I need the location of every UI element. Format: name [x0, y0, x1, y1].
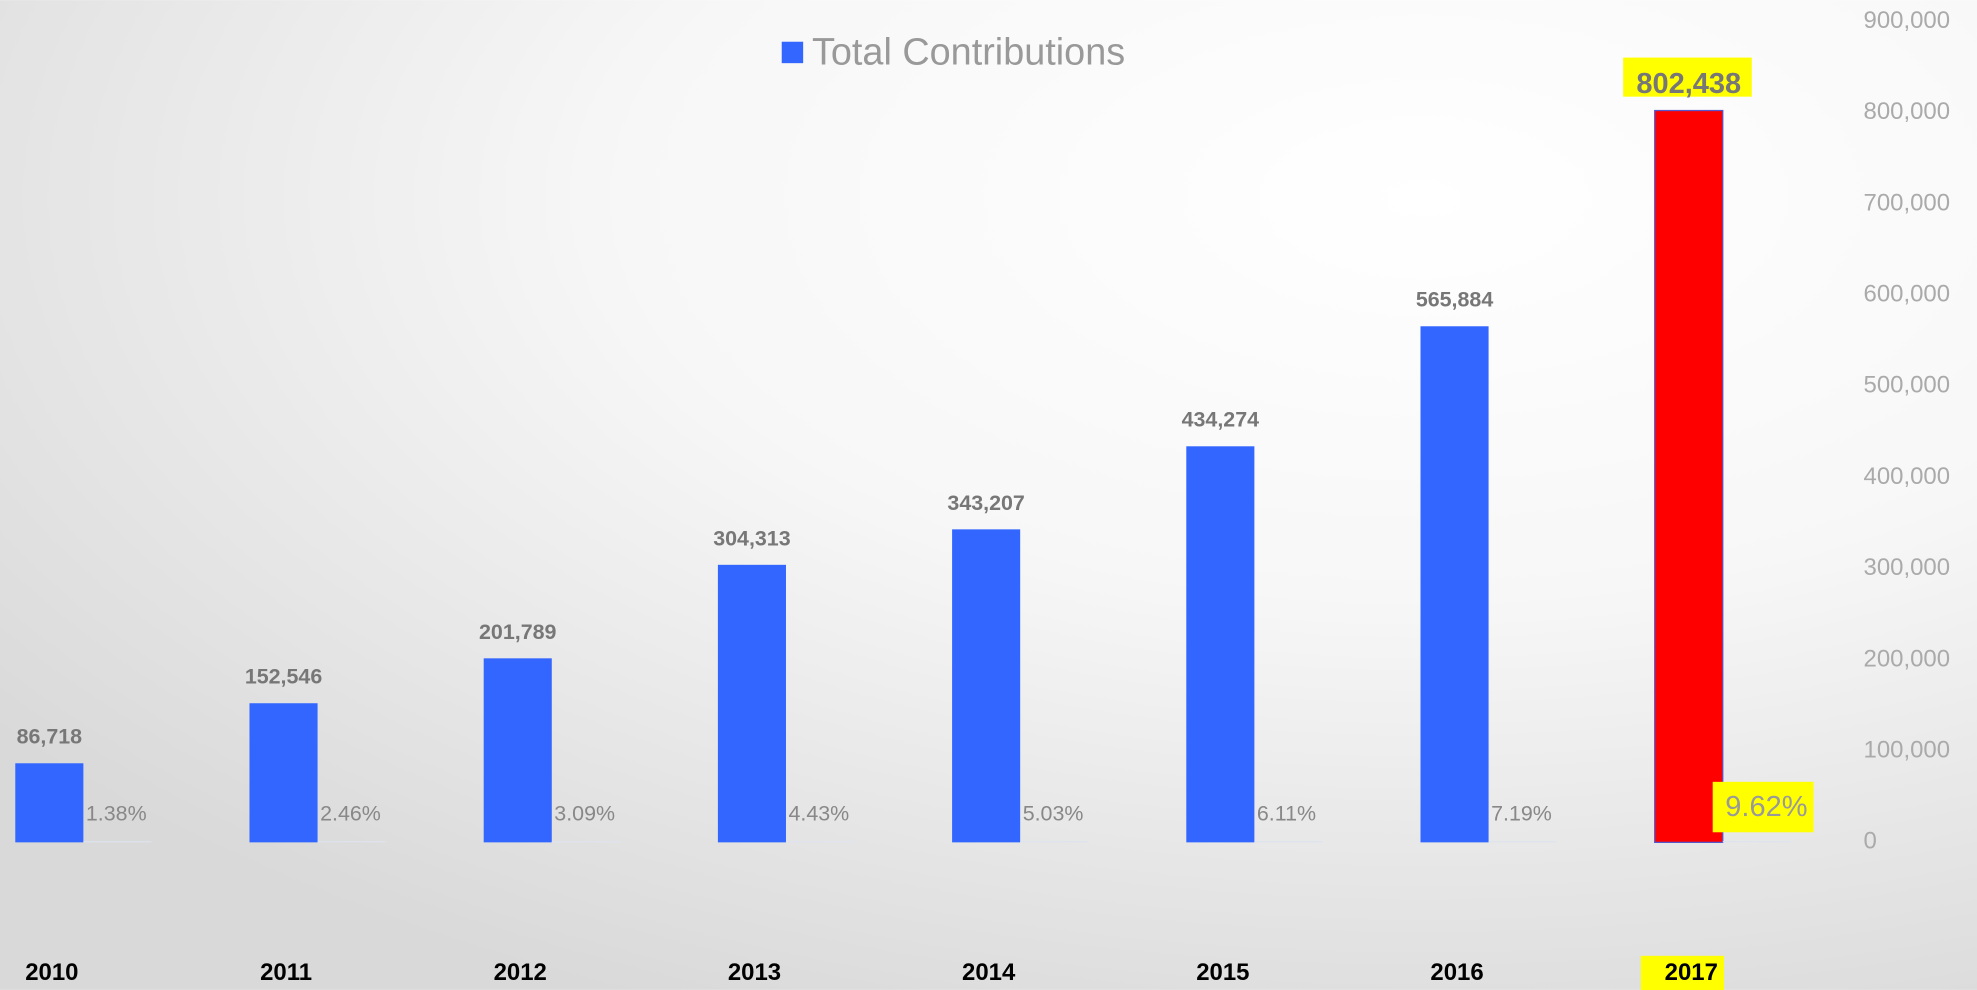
y-tick-label: 700,000	[1864, 189, 1951, 216]
share-label: 1.38%	[86, 801, 147, 825]
x-tick-label: 2015	[1196, 959, 1249, 986]
y-tick-label: 400,000	[1864, 463, 1951, 490]
share-bar	[83, 841, 152, 843]
y-tick-label: 600,000	[1864, 280, 1951, 307]
share-label-highlight	[1712, 781, 1814, 833]
x-tick-label: 2017	[1665, 959, 1718, 986]
x-tick-label: 2012	[494, 959, 547, 986]
bar	[952, 529, 1021, 843]
share-label: 9.62%	[1725, 791, 1807, 823]
data-label: 802,438	[1636, 68, 1741, 100]
share-label: 3.09%	[554, 801, 615, 825]
bar	[15, 763, 84, 843]
y-tick-label: 800,000	[1864, 98, 1951, 125]
share-bar	[317, 841, 386, 843]
data-label: 86,718	[17, 725, 83, 749]
y-tick-label: 500,000	[1864, 372, 1951, 399]
data-label-highlight	[1623, 57, 1752, 97]
x-tick-label: 2010	[25, 959, 78, 986]
share-bar	[1020, 841, 1089, 843]
category-highlight	[1640, 955, 1725, 990]
bar	[717, 564, 786, 843]
share-label: 4.43%	[788, 801, 849, 825]
legend-swatch	[781, 41, 804, 64]
y-tick-label: 300,000	[1864, 554, 1951, 581]
share-label: 2.46%	[320, 801, 381, 825]
share-bar	[1254, 841, 1323, 843]
bar	[1186, 446, 1255, 843]
share-label: 7.19%	[1491, 801, 1552, 825]
bar	[483, 658, 552, 843]
bar	[249, 703, 318, 843]
share-label: 5.03%	[1023, 801, 1084, 825]
data-label: 343,207	[947, 491, 1024, 515]
data-label: 434,274	[1182, 408, 1260, 432]
share-bar	[1488, 841, 1557, 843]
share-bar	[1722, 841, 1791, 843]
y-tick-label: 200,000	[1864, 645, 1951, 672]
x-tick-label: 2014	[962, 959, 1016, 986]
x-tick-label: 2011	[260, 959, 312, 986]
x-tick-label: 2016	[1430, 959, 1483, 986]
y-tick-label: 0	[1864, 828, 1877, 855]
y-tick-label: 900,000	[1864, 7, 1951, 34]
share-bar	[551, 841, 620, 843]
bar	[1654, 109, 1724, 843]
data-label: 304,313	[713, 526, 791, 550]
share-bar	[785, 841, 855, 843]
y-tick-label: 100,000	[1864, 736, 1951, 763]
data-label: 152,546	[245, 665, 323, 689]
share-label: 6.11%	[1257, 801, 1316, 825]
legend-label: Total Contributions	[812, 31, 1125, 73]
data-label: 201,789	[479, 620, 557, 644]
bar	[1420, 326, 1489, 843]
data-label: 565,884	[1416, 288, 1494, 312]
x-tick-label: 2013	[728, 959, 781, 986]
